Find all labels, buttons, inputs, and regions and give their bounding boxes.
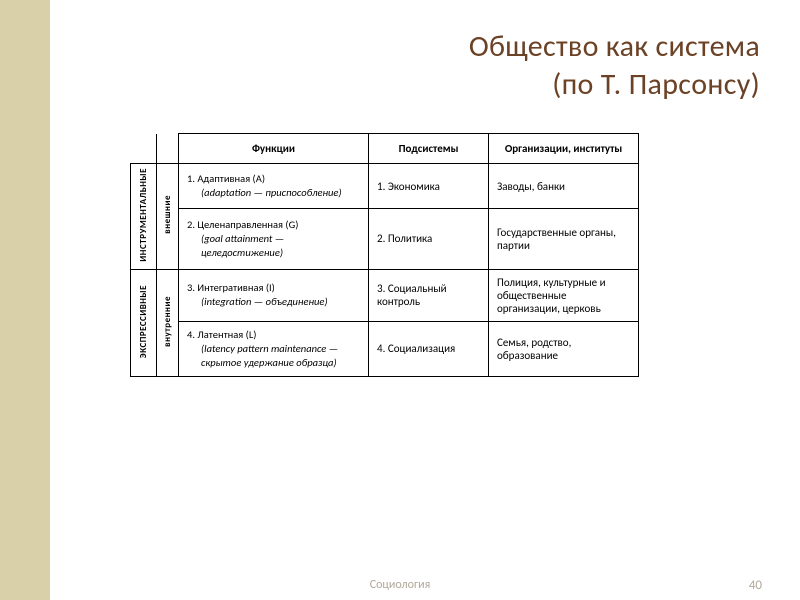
vlabel-expressive: ЭКСПРЕССИВНЫЕ [131,269,157,377]
slide-title: Общество как система (по Т. Парсонсу) [90,28,760,103]
title-line-2: (по Т. Парсонсу) [552,66,760,103]
col-header-subsystems: Подсистемы [369,134,489,164]
table-wrapper: Функции Подсистемы Организации, институт… [130,133,760,377]
blank-cell [131,134,157,164]
col-header-orgs: Организации, институты [489,134,639,164]
table-row: ИНСТРУМЕНТАЛЬНЫЕ внешние 1. Адаптивная (… [131,164,639,209]
table-row: 4. Латентная (L) (latency pattern mainte… [131,321,639,377]
org-cell: Государственные органы, партии [489,209,639,270]
header-row: Функции Подсистемы Организации, институт… [131,134,639,164]
table-row: 2. Целенаправленная (G) (goal attainment… [131,209,639,270]
vlabel-instrumental: ИНСТРУМЕНТАЛЬНЫЕ [131,164,157,270]
subsystem-cell: 2. Политика [369,209,489,270]
subsystem-cell: 3. Социальный контроль [369,269,489,321]
org-cell: Семья, родство, образование [489,321,639,377]
parsons-table: Функции Подсистемы Организации, институт… [130,133,639,377]
side-accent-stripe [0,0,50,600]
subsystem-cell: 1. Экономика [369,164,489,209]
func-cell: 2. Целенаправленная (G) (goal attainment… [179,209,369,270]
vlabel-internal: внутренние [157,269,179,377]
col-header-functions: Функции [179,134,369,164]
org-cell: Полиция, культурные и общественные орган… [489,269,639,321]
slide-content: Общество как система (по Т. Парсонсу) Фу… [50,0,800,600]
func-cell: 1. Адаптивная (A) (adaptation — приспосо… [179,164,369,209]
vlabel-external: внешние [157,164,179,270]
subsystem-cell: 4. Социализация [369,321,489,377]
blank-cell [157,134,179,164]
org-cell: Заводы, банки [489,164,639,209]
func-cell: 3. Интегративная (I) (integration — объе… [179,269,369,321]
footer-subject: Социология [0,578,800,592]
func-cell: 4. Латентная (L) (latency pattern mainte… [179,321,369,377]
table-row: ЭКСПРЕССИВНЫЕ внутренние 3. Интегративна… [131,269,639,321]
title-line-1: Общество как система [469,28,760,65]
footer-page-number: 40 [749,578,762,593]
